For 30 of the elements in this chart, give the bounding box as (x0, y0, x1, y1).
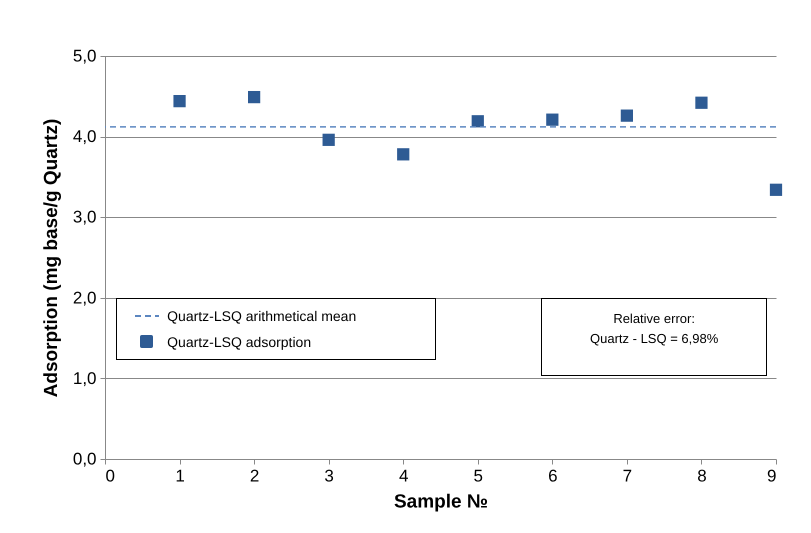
y-tick-label: 1,0 (72, 368, 96, 388)
x-tick-label: 7 (622, 466, 632, 486)
y-tick-label: 5,0 (72, 46, 96, 66)
y-tick-label: 3,0 (72, 208, 96, 227)
point (770, 184, 782, 196)
x-axis-title: Sample № (394, 492, 488, 512)
x-tick-label: 3 (324, 466, 334, 486)
y-axis-title: Adsorption (mg base/g Quartz) (40, 118, 62, 398)
x-tick-label: 5 (474, 466, 484, 486)
text-box: Relative error: Quartz - LSQ = 6,98% (541, 298, 768, 376)
point (397, 148, 410, 160)
x-tick-label: 2 (250, 466, 260, 486)
x-tick-label: 4 (398, 466, 408, 486)
x-tick-label: 8 (697, 466, 707, 486)
point (173, 95, 186, 108)
y-tick-label: 2,0 (72, 288, 96, 308)
point (322, 134, 335, 146)
y-tick-label: 0,0 (72, 450, 96, 468)
legend-label: Quartz-LSQ adsorption (167, 334, 312, 350)
point (695, 96, 708, 109)
point (248, 90, 260, 104)
x-tick-label: 6 (548, 466, 558, 486)
x-tick-label: 9 (767, 466, 776, 486)
point (546, 114, 558, 126)
y-tick-label: 4,0 (72, 127, 96, 146)
point (620, 110, 634, 122)
point (472, 115, 484, 128)
legend-label: Quartz-LSQ arithmetical mean (167, 308, 356, 324)
x-tick-label: 1 (175, 466, 185, 486)
x-tick-label: 0 (106, 466, 115, 486)
